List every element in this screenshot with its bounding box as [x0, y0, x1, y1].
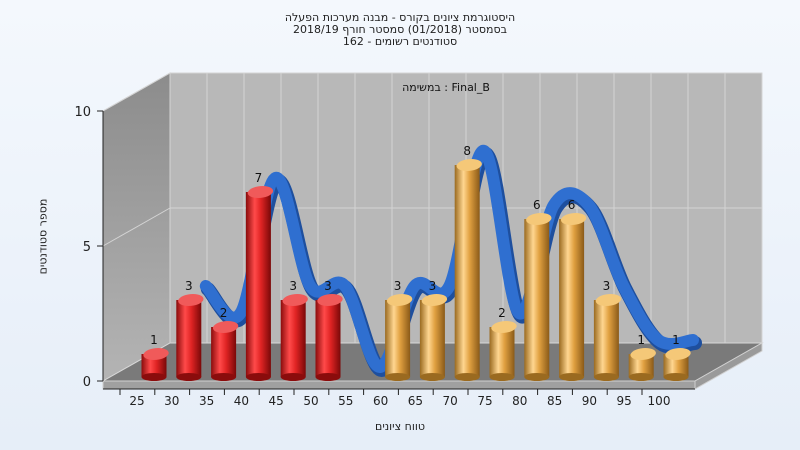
x-tick-label: 95: [617, 394, 632, 408]
bar-pass: [489, 327, 515, 377]
bar-cap: [421, 294, 448, 306]
bar-cap: [526, 213, 552, 225]
bar-cap: [560, 213, 587, 225]
bar-cap: [143, 348, 169, 360]
bar-cap: [665, 348, 691, 360]
front-edge: [102, 380, 696, 390]
chart-title-line-2: בסמסטר (01/2018) סמסטר חורף 2018/19: [293, 23, 507, 36]
bar-fail: [280, 300, 306, 377]
data-label: 2: [498, 306, 506, 320]
bar-base: [663, 373, 689, 381]
y-tick-label: 5: [83, 240, 91, 255]
bar-base: [489, 373, 515, 381]
bar-pass: [559, 219, 585, 377]
bar-fail: [141, 354, 167, 377]
data-label: 1: [150, 333, 158, 347]
bar-cap: [386, 294, 413, 306]
bar-base: [419, 373, 445, 381]
bar-base: [141, 373, 167, 381]
bar-cap: [178, 294, 204, 306]
bar-pass: [385, 300, 411, 377]
bar-cap: [317, 294, 343, 306]
data-label: 1: [672, 333, 680, 347]
bar-fail: [315, 300, 341, 377]
data-label: 3: [429, 279, 437, 293]
grid-line-side: [102, 72, 171, 112]
bar-pass: [628, 354, 654, 377]
x-tick-label: 70: [443, 394, 458, 408]
x-tick-label: 40: [234, 394, 249, 408]
bar-base: [211, 373, 237, 381]
bar-pass: [524, 219, 550, 377]
bar-cap: [247, 186, 274, 198]
bar-fail: [176, 300, 202, 377]
chart-title-line-1: היסטוגרמת ציונים בקורס - מבנה מערכות הפע…: [284, 11, 516, 24]
bar-pass: [663, 354, 689, 377]
bar-base: [176, 373, 202, 381]
x-tick-label: 45: [269, 394, 284, 408]
x-tick-label: 90: [582, 394, 597, 408]
data-label: 6: [568, 198, 576, 212]
bar-pass: [454, 165, 480, 377]
bar-cap: [456, 159, 482, 171]
data-label: 8: [463, 144, 471, 158]
bar-base: [315, 373, 341, 381]
bar-base: [385, 373, 411, 381]
bar-base: [454, 373, 480, 381]
x-tick-label: 35: [199, 394, 214, 408]
bar-pass: [593, 300, 619, 377]
bar-pass: [419, 300, 445, 377]
y-axis-label: מספר סטודנטים: [36, 198, 50, 275]
annotation-label: Final_B : במשימה: [402, 81, 490, 94]
bar-cap: [630, 348, 656, 360]
y-tick-label: 0: [83, 375, 91, 390]
x-tick-label: 25: [129, 394, 144, 408]
data-label: 7: [255, 171, 263, 185]
data-label: 3: [603, 279, 611, 293]
data-label: 1: [637, 333, 645, 347]
bar-base: [280, 373, 306, 381]
trend-curve: [199, 144, 699, 374]
x-tick-label: 60: [373, 394, 388, 408]
data-label: 3: [394, 279, 402, 293]
x-tick-label: 30: [164, 394, 179, 408]
data-label: 3: [324, 279, 332, 293]
chart-title-line-3: סטודנטים רשומים - 162: [342, 35, 458, 48]
bar-cap: [595, 294, 622, 306]
data-label: 6: [533, 198, 541, 212]
x-tick-label: 100: [648, 394, 671, 408]
x-axis-label: טווח ציונים: [375, 420, 425, 433]
bar-base: [524, 373, 550, 381]
x-tick-label: 80: [512, 394, 527, 408]
bar-cap: [282, 294, 308, 306]
x-tick-label: 50: [303, 394, 318, 408]
bar-base: [628, 373, 654, 381]
data-label: 3: [289, 279, 297, 293]
x-tick-label: 55: [338, 394, 353, 408]
y-tick-label: 10: [74, 105, 91, 120]
bar-cap: [212, 321, 239, 333]
bar-fail: [211, 327, 237, 377]
data-label: 3: [185, 279, 193, 293]
bar-base: [559, 373, 585, 381]
x-tick-label: 65: [408, 394, 423, 408]
grid-line-side: [102, 207, 171, 247]
bar-fail: [245, 192, 271, 377]
x-tick-label: 75: [477, 394, 492, 408]
bar-cap: [491, 321, 517, 333]
bar-base: [245, 373, 271, 381]
x-tick-label: 85: [547, 394, 562, 408]
data-label: 2: [220, 306, 228, 320]
bar-base: [593, 373, 619, 381]
